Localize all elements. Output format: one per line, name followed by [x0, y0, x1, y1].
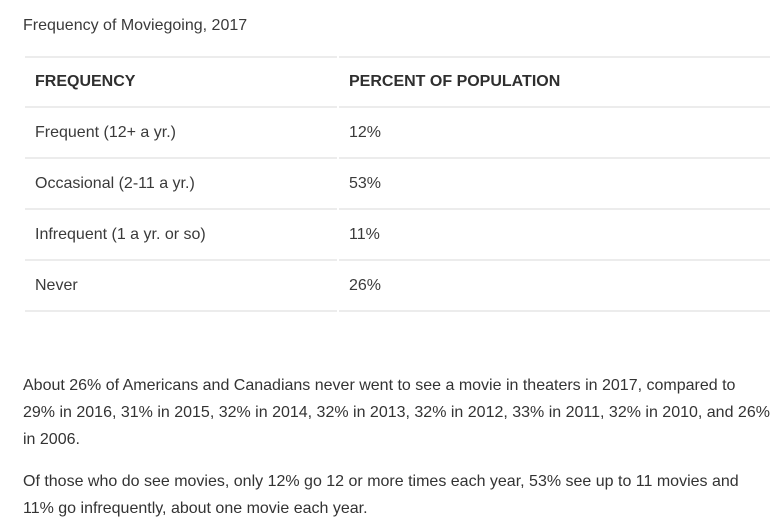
percent-cell: 53% [339, 159, 770, 210]
percent-cell: 12% [339, 108, 770, 159]
table-row: Frequent (12+ a yr.) 12% [25, 108, 770, 159]
table-caption: Frequency of Moviegoing, 2017 [23, 17, 248, 34]
header-percent-of-population: PERCENT OF POPULATION [339, 56, 770, 108]
summary-paragraph: About 26% of Americans and Canadians nev… [23, 377, 770, 448]
table-row: Never 26% [25, 261, 770, 312]
frequency-cell: Frequent (12+ a yr.) [25, 108, 337, 159]
frequency-cell: Infrequent (1 a yr. or so) [25, 210, 337, 261]
frequency-cell: Never [25, 261, 337, 312]
table-header-row: FREQUENCY PERCENT OF POPULATION [25, 56, 770, 108]
table-row: Infrequent (1 a yr. or so) 11% [25, 210, 770, 261]
header-frequency: FREQUENCY [25, 56, 337, 108]
percent-cell: 11% [339, 210, 770, 261]
moviegoing-frequency-table: FREQUENCY PERCENT OF POPULATION Frequent… [23, 56, 772, 312]
frequency-cell: Occasional (2-11 a yr.) [25, 159, 337, 210]
detail-paragraph: Of those who do see movies, only 12% go … [23, 473, 739, 517]
table-row: Occasional (2-11 a yr.) 53% [25, 159, 770, 210]
percent-cell: 26% [339, 261, 770, 312]
